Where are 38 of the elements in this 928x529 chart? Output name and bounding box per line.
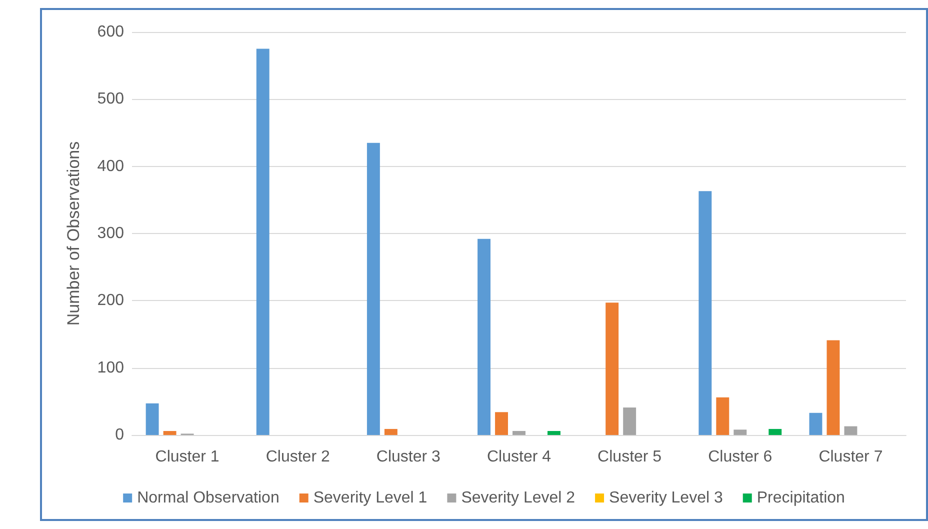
bar: [256, 48, 270, 435]
y-tick-label: 100: [97, 359, 124, 376]
legend-label: Severity Level 1: [313, 490, 428, 506]
x-tick-label: Cluster 4: [486, 448, 552, 466]
bar: [734, 430, 747, 435]
y-tick-label: 200: [97, 292, 124, 310]
bar: [384, 428, 398, 435]
legend-label: Severity Level 2: [461, 490, 576, 506]
bar: [623, 407, 636, 435]
bar: [478, 238, 490, 435]
bar: [844, 426, 858, 435]
legend-label: Normal Observation: [137, 490, 280, 506]
bar: [548, 430, 560, 435]
bar: [698, 191, 712, 435]
legend-label: Precipitation: [756, 490, 845, 506]
legend-label: Severity Level 3: [609, 490, 723, 506]
y-tick-label: 0: [115, 426, 124, 444]
y-tick-label: 400: [97, 158, 124, 175]
y-tick-label: 300: [97, 225, 124, 242]
bar: [163, 430, 176, 435]
x-tick-label: Cluster 5: [598, 448, 662, 466]
x-tick-label: Cluster 2: [266, 448, 330, 466]
bar: [146, 403, 159, 435]
x-tick-label: Cluster 6: [708, 448, 772, 466]
y-axis-title: Number of Observations: [64, 141, 83, 326]
x-tick-label: Cluster 1: [155, 448, 220, 466]
bar: [512, 430, 526, 435]
bar: [768, 428, 782, 435]
x-tick-label: Cluster 3: [376, 448, 441, 466]
bar: [495, 412, 508, 435]
x-tick-label: Cluster 7: [818, 448, 883, 466]
y-tick-label: 600: [97, 24, 124, 40]
bar: [606, 302, 619, 435]
bar: [716, 397, 730, 435]
y-tick-label: 500: [97, 90, 124, 108]
bar: [809, 412, 822, 435]
bar: [366, 142, 380, 435]
bar: [826, 340, 840, 435]
